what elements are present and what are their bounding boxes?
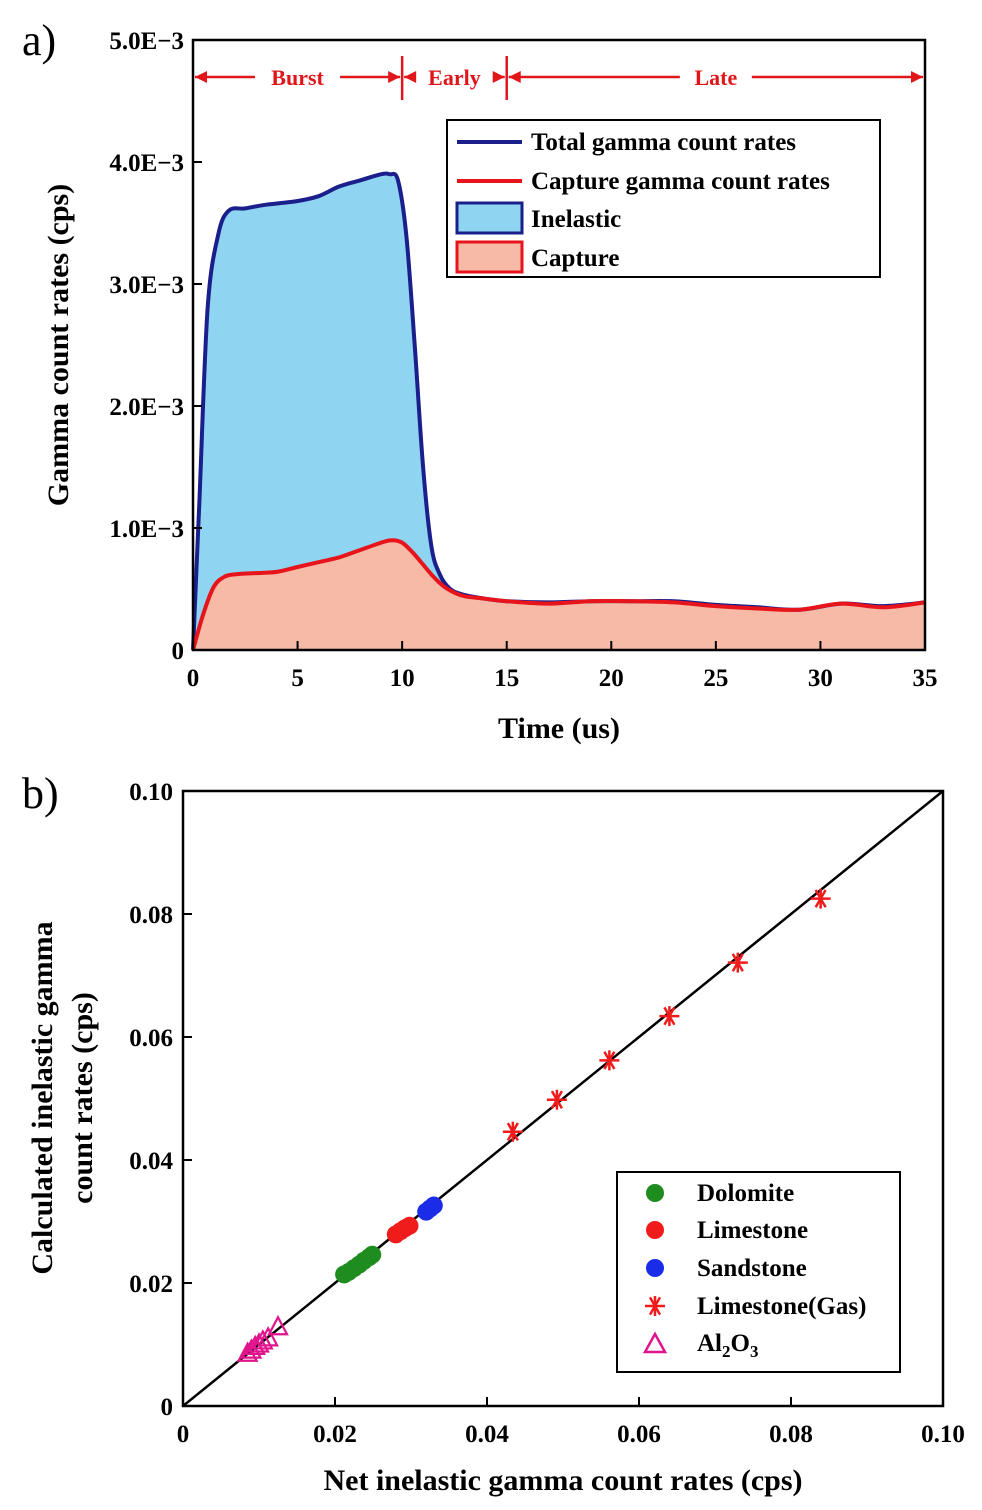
legend-asterisk xyxy=(645,1296,665,1316)
panel-b-y-axis-title-line2: count rates (cps) xyxy=(66,992,99,1204)
phase-late: Late xyxy=(508,65,923,90)
x-tick-label: 0 xyxy=(177,1421,190,1448)
panel-b-label: b) xyxy=(22,769,59,818)
x-tick-label: 10 xyxy=(390,665,415,692)
phase-early: Early xyxy=(404,65,505,90)
legend-sandstone-marker xyxy=(646,1259,664,1277)
x-tick-label: 30 xyxy=(808,665,833,692)
y-tick-label: 0.06 xyxy=(129,1025,173,1052)
panel-a-legend: Total gamma count rates Capture gamma co… xyxy=(446,119,881,278)
point-sandstone xyxy=(424,1196,443,1215)
legend-total-label: Total gamma count rates xyxy=(531,129,796,156)
panel-a-x-ticks: 0 5 10 15 20 25 30 35 xyxy=(187,641,938,692)
x-tick-label: 5 xyxy=(291,665,304,692)
point-limestone-gas xyxy=(810,888,831,909)
legend-inelastic-label: Inelastic xyxy=(531,206,621,233)
panel-a-phase-markers: Burst Early Late xyxy=(195,56,923,100)
x-tick-label: 0.04 xyxy=(465,1421,509,1448)
legend-inelastic-swatch xyxy=(455,201,524,235)
point-limestone-gas xyxy=(546,1089,567,1110)
y-tick-label: 1.0E−3 xyxy=(109,516,184,543)
x-tick-label: 35 xyxy=(913,665,938,692)
legend-capture-swatch xyxy=(455,240,524,274)
point-limestone-gas xyxy=(599,1050,620,1071)
point-al-o xyxy=(248,1332,270,1353)
panel-a-plot-frame xyxy=(191,38,927,652)
y-tick-label: 0.08 xyxy=(129,902,173,929)
legend-limestone-label: Limestone xyxy=(697,1217,808,1244)
y-tick-label: 2.0E−3 xyxy=(109,394,184,421)
panel-b-y-axis-title-line1: Calculated inelastic gamma xyxy=(26,921,59,1274)
legend-capture-line-label: Capture gamma count rates xyxy=(531,168,830,195)
panel-b-y-ticks: 0 0.02 0.04 0.06 0.08 0.10 xyxy=(129,779,192,1421)
point-limestone-gas xyxy=(659,1006,680,1027)
phase-label: Late xyxy=(694,65,737,90)
inelastic-area xyxy=(193,173,925,650)
phase-burst: Burst xyxy=(195,65,401,90)
legend-limestone-gas-marker xyxy=(645,1296,665,1316)
panel-a-area-fills xyxy=(193,173,925,650)
panel-b-legend: Dolomite Limestone Sandstone Limestone(G… xyxy=(616,1171,901,1373)
panel-b-x-ticks: 0 0.02 0.04 0.06 0.08 0.10 xyxy=(177,1397,965,1448)
x-tick-label: 25 xyxy=(703,665,728,692)
legend-limestone-gas-label: Limestone(Gas) xyxy=(697,1293,866,1320)
capture-area xyxy=(193,540,925,650)
panel-b-plot-frame xyxy=(181,789,945,1408)
phase-label: Burst xyxy=(271,65,324,90)
point-dolomite xyxy=(363,1245,382,1264)
x-tick-label: 0.10 xyxy=(921,1421,965,1448)
legend-al2o3-marker xyxy=(642,1331,668,1354)
y-tick-label: 3.0E−3 xyxy=(109,272,184,299)
legend-al2o3-label: Al2O3 xyxy=(697,1330,758,1361)
legend-dolomite-label: Dolomite xyxy=(697,1180,794,1207)
x-tick-label: 0 xyxy=(187,665,200,692)
point-al-o xyxy=(267,1314,289,1336)
x-tick-label: 20 xyxy=(599,665,624,692)
x-tick-label: 0.08 xyxy=(769,1421,813,1448)
point-limestone-gas xyxy=(502,1121,523,1142)
legend-dolomite-marker xyxy=(646,1184,664,1202)
x-tick-label: 15 xyxy=(494,665,519,692)
panel-a-y-ticks: 0 1.0E−3 2.0E−3 3.0E−3 4.0E−3 5.0E−3 xyxy=(109,28,202,665)
y-tick-label: 5.0E−3 xyxy=(109,28,184,55)
legend-sandstone-label: Sandstone xyxy=(697,1255,807,1282)
point-limestone-gas xyxy=(727,952,748,973)
y-tick-label: 0.10 xyxy=(129,779,173,806)
legend-limestone-marker xyxy=(646,1221,664,1239)
y-tick-label: 0 xyxy=(172,638,185,665)
y-tick-label: 0 xyxy=(161,1394,174,1421)
y-tick-label: 0.04 xyxy=(129,1148,173,1175)
panel-b-legend-box xyxy=(616,1171,901,1373)
panel-a-x-axis-title: Time (us) xyxy=(498,712,620,745)
y-tick-label: 4.0E−3 xyxy=(109,150,184,177)
point-limestone xyxy=(400,1216,419,1235)
panel-a-label: a) xyxy=(22,16,56,65)
panel-a-lines xyxy=(191,171,926,651)
panel-a-y-axis-title: Gamma count rates (cps) xyxy=(42,184,75,506)
panel-b-points xyxy=(236,888,831,1362)
panel-b-x-axis-title: Net inelastic gamma count rates (cps) xyxy=(323,1464,802,1497)
point-al-o xyxy=(257,1325,279,1347)
x-tick-label: 0.02 xyxy=(313,1421,357,1448)
legend-capture-label: Capture xyxy=(531,245,619,272)
y-tick-label: 0.02 xyxy=(129,1271,173,1298)
phase-label: Early xyxy=(428,65,481,90)
capture-gamma-line xyxy=(191,538,926,651)
point-al-o xyxy=(251,1329,274,1350)
x-tick-label: 0.06 xyxy=(617,1421,661,1448)
